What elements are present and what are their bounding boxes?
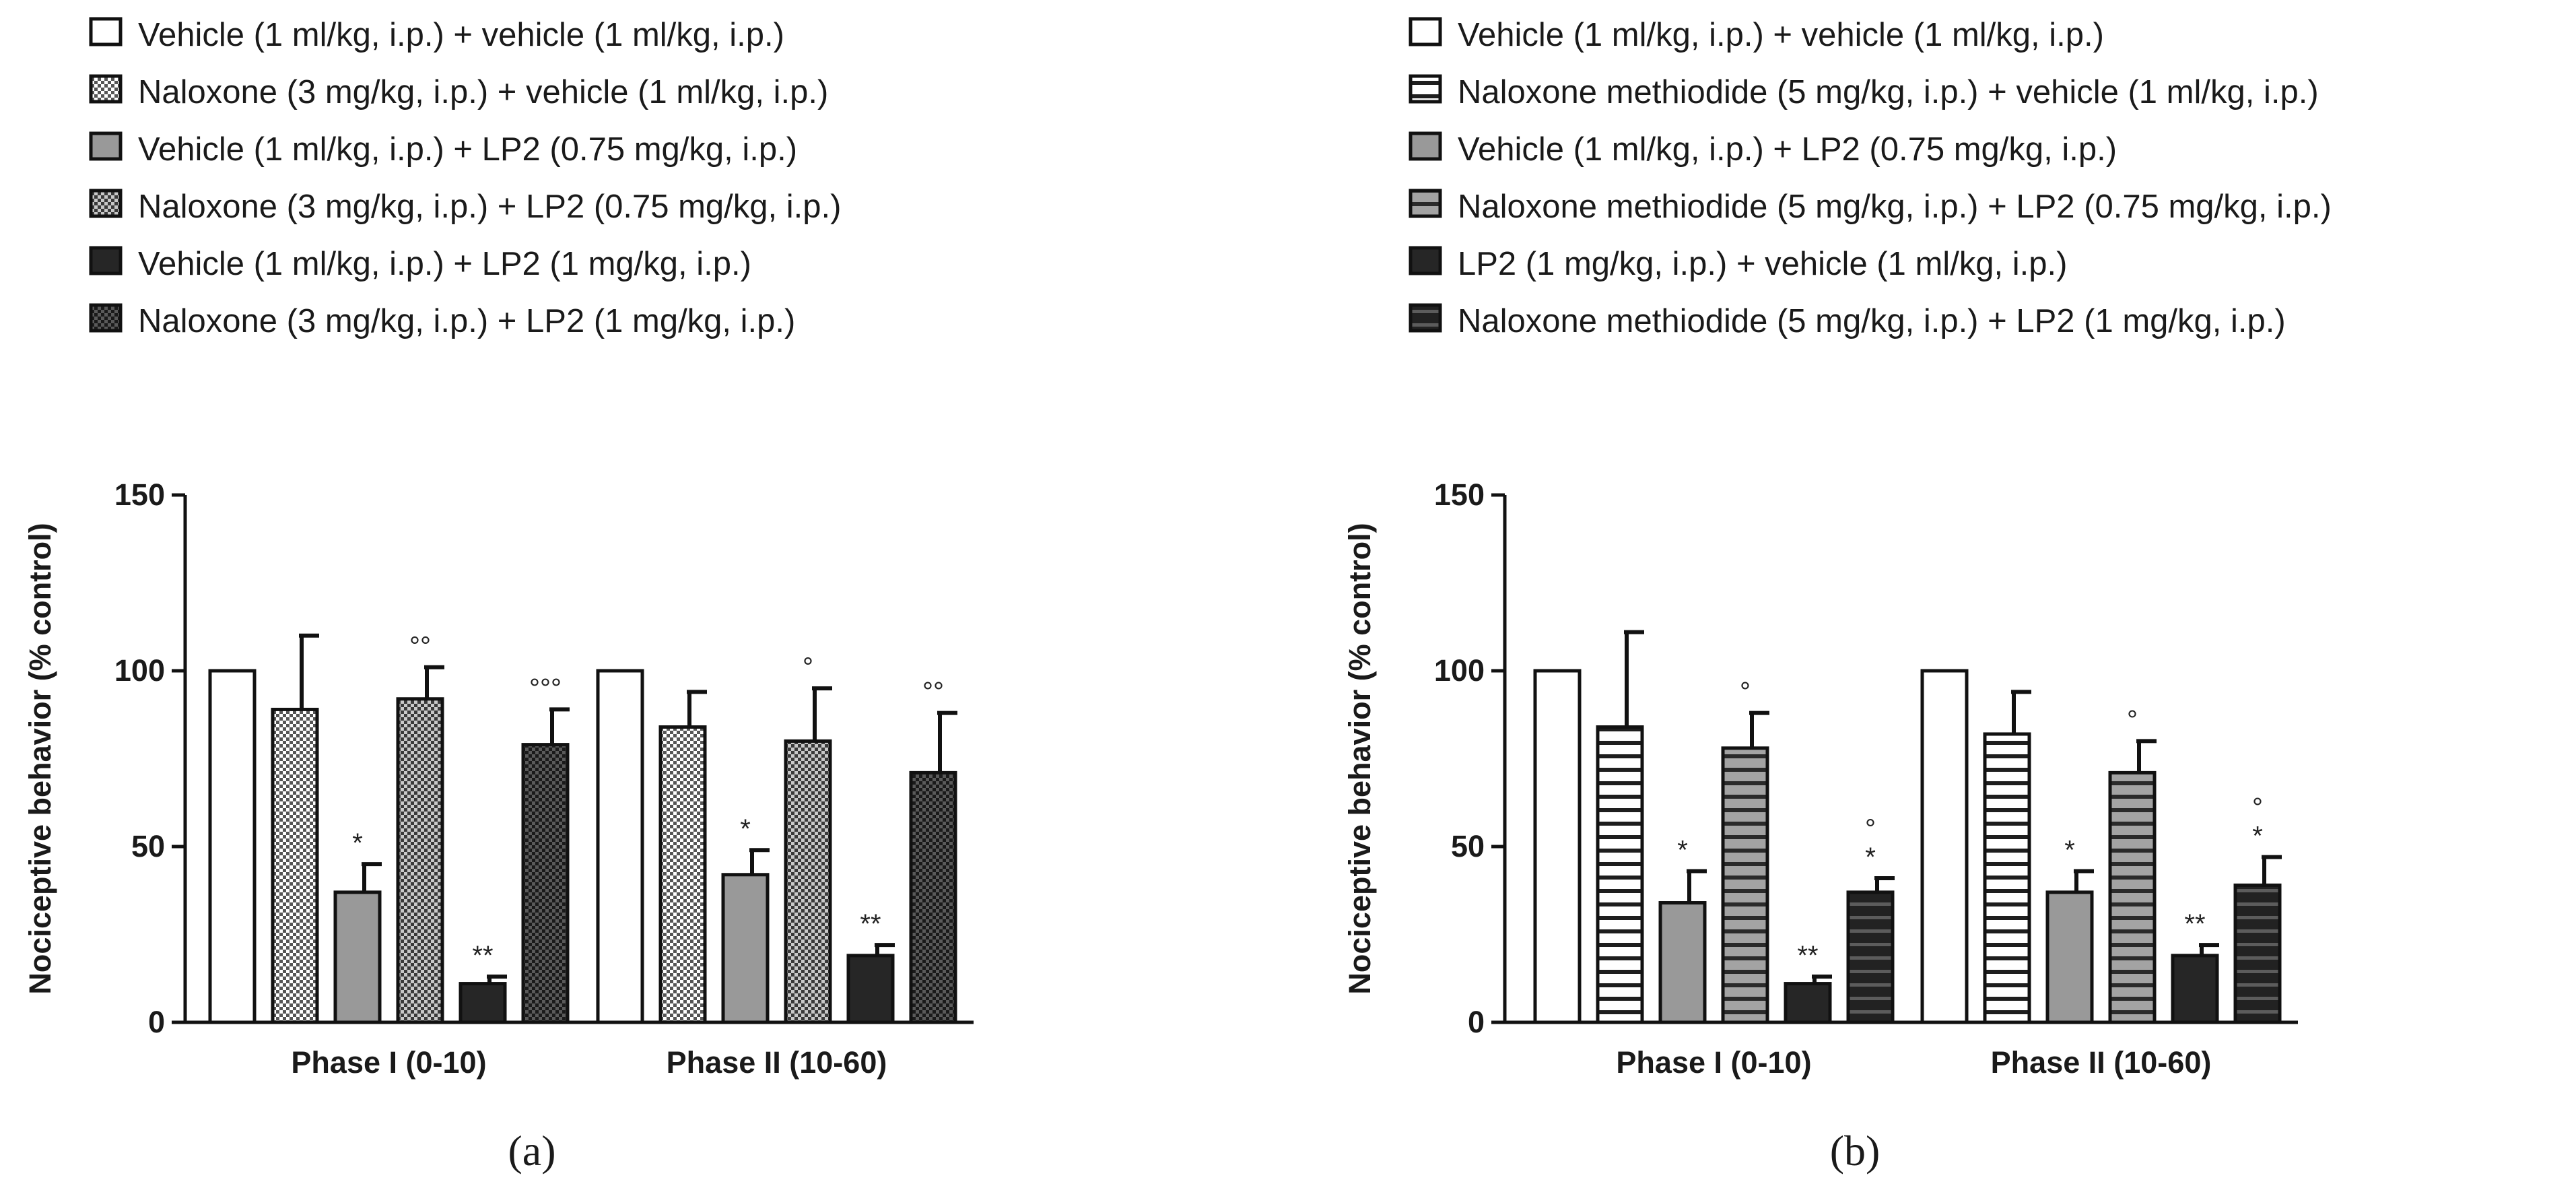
bar [1920, 669, 1969, 1024]
y-tick-label: 0 [1468, 1005, 1485, 1039]
significance-marker: ° [1740, 678, 1751, 707]
bar [208, 669, 257, 1024]
x-category-label: Phase II (10-60) [1991, 1045, 2212, 1080]
legend-entry-label: Vehicle (1 ml/kg, i.p.) + vehicle (1 ml/… [138, 17, 784, 53]
x-category-label: Phase II (10-60) [667, 1045, 887, 1080]
significance-marker: ** [860, 909, 881, 939]
legend-entry-label: Naloxone (3 mg/kg, i.p.) + LP2 (0.75 mg/… [138, 189, 841, 225]
bar [2171, 954, 2219, 1024]
legend-entry-label: Naloxone methiodide (5 mg/kg, i.p.) + LP… [1458, 303, 2286, 339]
significance-marker: ° * [1865, 814, 1876, 872]
significance-marker: * [1677, 836, 1688, 865]
bar [909, 770, 957, 1024]
bar [521, 743, 570, 1024]
bar [333, 890, 382, 1024]
panel-a: Vehicle (1 ml/kg, i.p.) + vehicle (1 ml/… [23, 17, 974, 1175]
y-tick-label: 150 [1434, 477, 1485, 512]
y-tick-label: 0 [148, 1005, 165, 1039]
bar [2108, 770, 2157, 1024]
legend-swatch [1409, 17, 1442, 46]
legend-swatch [1409, 189, 1442, 218]
x-category-label: Phase I (0-10) [291, 1045, 486, 1080]
legend-entry-label: Vehicle (1 ml/kg, i.p.) + LP2 (0.75 mg/k… [1458, 131, 2117, 168]
y-tick-label: 100 [114, 653, 165, 688]
legend-entry-label: Naloxone methiodide (5 mg/kg, i.p.) + LP… [1458, 189, 2332, 225]
bar [2045, 890, 2094, 1024]
bar [596, 669, 644, 1024]
legend-swatch [1409, 131, 1442, 161]
x-category-label: Phase I (0-10) [1616, 1045, 1811, 1080]
legend-swatch [89, 189, 123, 218]
significance-marker: °° [922, 678, 944, 707]
bar [1596, 725, 1644, 1024]
legend-swatch [89, 74, 123, 104]
legend-swatch [1409, 74, 1442, 104]
bar [1658, 901, 1707, 1024]
panel-label: (b) [1830, 1127, 1880, 1175]
significance-marker: °°° [529, 673, 562, 703]
bar [784, 739, 832, 1024]
significance-marker: ** [472, 941, 493, 970]
significance-marker: * [352, 828, 363, 858]
panel-label: (a) [508, 1127, 555, 1175]
significance-marker: * [740, 814, 751, 844]
significance-marker: ° [2127, 705, 2138, 735]
bar [1721, 746, 1769, 1024]
legend-entry-label: Vehicle (1 ml/kg, i.p.) + LP2 (1 mg/kg, … [138, 246, 751, 282]
panel-b: Vehicle (1 ml/kg, i.p.) + vehicle (1 ml/… [1343, 17, 2332, 1175]
bar [658, 725, 707, 1024]
legend-swatch [89, 17, 123, 46]
y-tick-label: 100 [1434, 653, 1485, 688]
bar [1983, 732, 2031, 1024]
legend-swatch [89, 246, 123, 275]
bar [1846, 890, 1895, 1024]
legend-entry-label: Naloxone (3 mg/kg, i.p.) + vehicle (1 ml… [138, 74, 828, 110]
bar [459, 982, 507, 1024]
legend-entry-label: Naloxone methiodide (5 mg/kg, i.p.) + ve… [1458, 74, 2319, 110]
significance-marker: ** [1797, 941, 1818, 970]
y-axis-title: Nociceptive behavior (% control) [23, 523, 57, 994]
legend: Vehicle (1 ml/kg, i.p.) + vehicle (1 ml/… [89, 17, 841, 339]
legend: Vehicle (1 ml/kg, i.p.) + vehicle (1 ml/… [1409, 17, 2332, 339]
legend-entry-label: Vehicle (1 ml/kg, i.p.) + vehicle (1 ml/… [1458, 17, 2104, 53]
bar [396, 697, 444, 1024]
significance-marker: ** [2184, 909, 2205, 939]
y-axis-title: Nociceptive behavior (% control) [1343, 523, 1377, 994]
legend-swatch [89, 131, 123, 161]
significance-marker: °° [409, 632, 431, 661]
legend-entry-label: Naloxone (3 mg/kg, i.p.) + LP2 (1 mg/kg,… [138, 303, 795, 339]
legend-entry-label: LP2 (1 mg/kg, i.p.) + vehicle (1 ml/kg, … [1458, 246, 2067, 282]
bar [721, 873, 770, 1024]
y-tick-label: 50 [1451, 829, 1485, 863]
bar [1533, 669, 1582, 1024]
legend-swatch [1409, 246, 1442, 275]
significance-marker: ° * [2252, 793, 2263, 851]
legend-entry-label: Vehicle (1 ml/kg, i.p.) + LP2 (0.75 mg/k… [138, 131, 797, 168]
significance-marker: ° [803, 653, 813, 682]
significance-marker: * [2064, 836, 2075, 865]
legend-swatch [1409, 303, 1442, 333]
bar [2233, 883, 2282, 1024]
y-tick-label: 50 [131, 829, 165, 863]
bar [271, 707, 319, 1024]
bar [1784, 982, 1832, 1024]
bar [846, 954, 895, 1024]
legend-swatch [89, 303, 123, 333]
y-tick-label: 150 [114, 477, 165, 512]
